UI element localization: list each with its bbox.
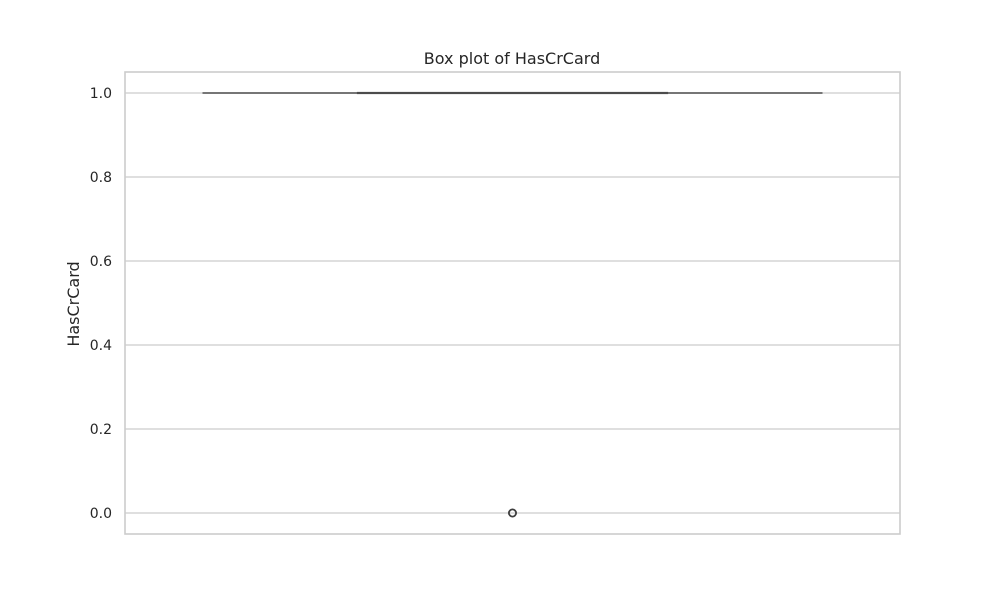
plot-area-frame <box>124 71 901 535</box>
y-tick-label: 0.4 <box>90 338 112 354</box>
y-tick-label: 0.6 <box>90 254 112 270</box>
outlier-point <box>507 508 517 518</box>
y-tick-label: 0.0 <box>90 506 112 522</box>
y-axis-label: HasCrCard <box>64 261 83 346</box>
y-tick-labels: 0.0 0.2 0.4 0.6 0.8 1.0 <box>90 86 112 522</box>
y-tick-label: 0.2 <box>90 422 112 438</box>
y-tick-label: 1.0 <box>90 86 112 102</box>
y-tick-label: 0.8 <box>90 170 112 186</box>
grid-lines <box>125 92 900 514</box>
box-plot-marks <box>202 91 823 518</box>
chart-title: Box plot of HasCrCard <box>424 49 600 68</box>
